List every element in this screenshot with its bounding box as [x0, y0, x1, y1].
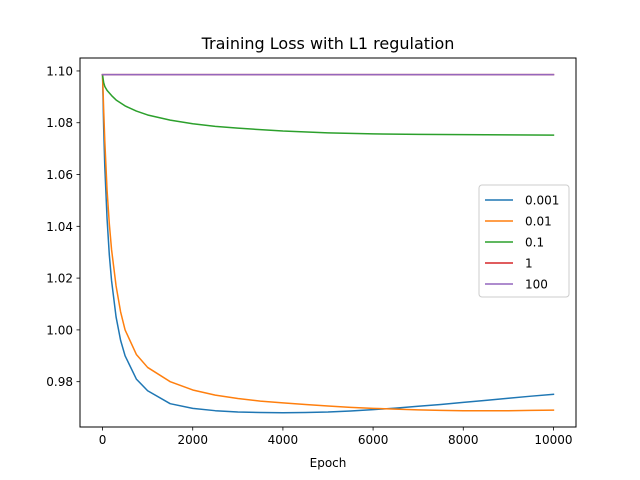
x-tick-label: 4000 [268, 433, 299, 447]
legend-label: 0.1 [525, 236, 544, 250]
plot-area [101, 73, 555, 414]
y-tick-label: 1.08 [46, 116, 73, 130]
y-axis: 0.98 1.00 1.02 1.04 1.06 1.08 1.10 [46, 64, 80, 389]
x-axis: 0 2000 4000 6000 8000 10000 [99, 427, 573, 447]
legend-box [478, 184, 570, 298]
x-tick-label: 10000 [534, 433, 572, 447]
y-tick-label: 1.02 [46, 272, 73, 286]
series-line-0-001 [101, 74, 555, 414]
x-axis-label: Epoch [310, 456, 347, 470]
y-tick-label: 1.04 [46, 220, 73, 234]
legend-label: 1 [525, 257, 533, 271]
axes-frame [79, 57, 577, 428]
y-tick-label: 0.98 [46, 375, 73, 389]
y-tick-label: 1.10 [46, 64, 73, 78]
legend-label: 0.01 [525, 215, 552, 229]
legend-label: 0.001 [525, 194, 559, 208]
series-line-0-1 [101, 73, 555, 136]
y-tick-label: 1.00 [46, 323, 73, 337]
legend-label: 100 [525, 278, 548, 292]
series-line-0-01 [101, 74, 555, 412]
x-tick-label: 8000 [448, 433, 479, 447]
x-tick-label: 2000 [177, 433, 208, 447]
chart-title: Training Loss with L1 regulation [201, 34, 455, 53]
y-tick-label: 1.06 [46, 168, 73, 182]
x-tick-label: 0 [99, 433, 107, 447]
legend: 0.001 0.01 0.1 1 100 [478, 184, 570, 298]
x-tick-label: 6000 [358, 433, 389, 447]
